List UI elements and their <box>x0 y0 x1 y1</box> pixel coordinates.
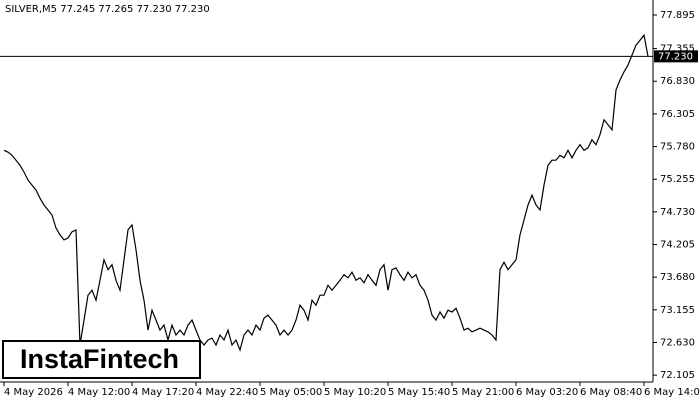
price-line <box>3 33 649 352</box>
y-tick-label: 76.305 <box>660 109 695 120</box>
y-tick-label: 73.155 <box>660 305 695 316</box>
x-tick-label: 6 May 03:20 <box>516 387 578 398</box>
chart-title: SILVER,M5 77.245 77.265 77.230 77.230 <box>5 4 210 15</box>
y-tick-label: 77.355 <box>660 44 695 55</box>
x-tick-label: 4 May 22:40 <box>196 387 258 398</box>
x-tick-label: 4 May 12:00 <box>68 387 130 398</box>
y-tick-label: 77.895 <box>660 10 695 21</box>
last-price-label: 77.230 <box>658 51 693 62</box>
x-tick-label: 6 May 14:00 <box>644 387 700 398</box>
x-tick-label: 4 May 2026 <box>4 387 63 398</box>
x-tick-label: 5 May 15:40 <box>388 387 450 398</box>
last-price-box <box>654 50 698 63</box>
y-tick-label: 74.730 <box>660 207 695 218</box>
y-tick-label: 74.205 <box>660 240 695 251</box>
y-tick-label: 72.105 <box>660 370 695 381</box>
watermark-box: InstaFintech <box>2 340 201 379</box>
watermark: InstaFintech <box>20 344 179 374</box>
y-tick-label: 76.830 <box>660 76 695 87</box>
x-tick-label: 5 May 05:00 <box>260 387 322 398</box>
x-tick-label: 6 May 08:40 <box>580 387 642 398</box>
y-tick-label: 75.255 <box>660 174 695 185</box>
x-tick-label: 4 May 17:20 <box>132 387 194 398</box>
y-tick-label: 73.680 <box>660 272 695 283</box>
x-tick-label: 5 May 21:00 <box>452 387 514 398</box>
x-tick-label: 5 May 10:20 <box>324 387 386 398</box>
y-tick-label: 75.780 <box>660 142 695 153</box>
watermark-frame <box>2 340 201 379</box>
y-tick-label: 72.630 <box>660 337 695 348</box>
